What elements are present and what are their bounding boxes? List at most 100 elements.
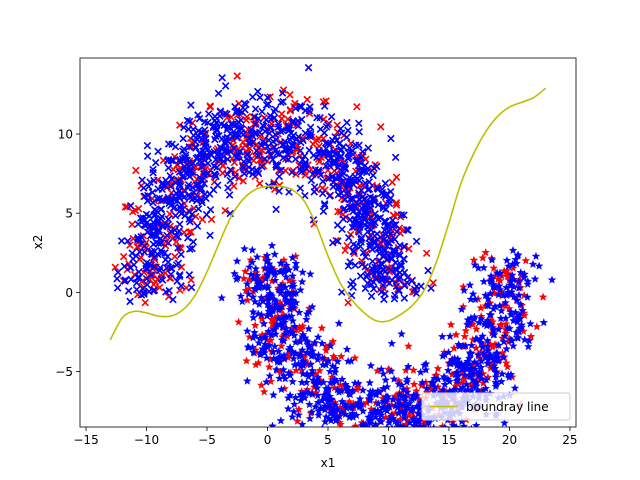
point-star	[314, 410, 323, 420]
point-star	[479, 319, 489, 328]
point-star	[353, 378, 363, 388]
point-x	[349, 240, 358, 249]
point-x	[270, 107, 278, 116]
point-x	[224, 184, 232, 192]
point-star	[246, 270, 256, 279]
point-star	[477, 374, 486, 383]
point-x	[363, 270, 372, 279]
point-star	[448, 420, 458, 427]
point-star	[379, 369, 388, 378]
point-star	[400, 396, 410, 405]
point-star	[489, 330, 498, 339]
point-star	[334, 318, 344, 328]
point-star	[250, 320, 260, 330]
point-star	[236, 291, 246, 300]
point-star	[298, 267, 307, 277]
point-star	[509, 316, 518, 325]
point-star	[288, 253, 297, 262]
point-x	[276, 127, 285, 136]
point-x	[383, 255, 392, 263]
point-star	[269, 304, 279, 313]
point-star	[346, 402, 356, 411]
point-x	[186, 218, 194, 226]
point-star	[259, 387, 269, 396]
boundary-layer	[109, 87, 547, 341]
point-star	[310, 376, 319, 385]
point-star	[502, 255, 512, 265]
point-star	[395, 399, 405, 409]
point-x	[148, 188, 157, 197]
point-star	[256, 293, 266, 302]
point-star	[262, 353, 272, 362]
point-star	[313, 332, 323, 341]
point-x	[243, 150, 252, 159]
point-x	[225, 191, 234, 199]
point-star	[519, 272, 529, 282]
point-star	[328, 378, 338, 387]
point-star	[366, 361, 376, 370]
point-x	[306, 128, 314, 136]
point-x	[329, 238, 337, 247]
point-x	[163, 231, 171, 240]
point-star	[294, 307, 304, 317]
point-star	[471, 421, 481, 427]
point-x	[321, 139, 330, 147]
point-star	[507, 270, 517, 279]
point-x	[340, 163, 349, 172]
point-x	[126, 263, 135, 272]
point-x	[194, 127, 203, 135]
point-star	[371, 390, 381, 399]
point-x	[363, 227, 372, 236]
point-star	[234, 317, 243, 326]
point-star	[334, 387, 344, 396]
point-star	[298, 369, 308, 378]
point-x	[319, 149, 328, 158]
point-x	[241, 106, 249, 114]
point-x	[200, 179, 208, 188]
point-star	[341, 382, 351, 391]
point-x	[227, 120, 235, 128]
point-x	[221, 138, 229, 146]
point-star	[518, 306, 527, 315]
point-star	[466, 349, 476, 358]
point-x	[357, 238, 365, 246]
point-star	[490, 282, 499, 291]
point-star	[499, 337, 509, 346]
x-tick-label: −5	[198, 433, 216, 447]
point-star	[261, 274, 271, 283]
point-x	[154, 228, 163, 236]
point-x	[298, 155, 307, 164]
legend-box	[421, 392, 571, 421]
point-star	[492, 379, 501, 389]
point-x	[392, 173, 401, 182]
point-star	[506, 310, 516, 319]
point-x	[126, 202, 135, 210]
point-x	[186, 193, 194, 201]
point-x	[375, 256, 384, 265]
point-x	[331, 150, 340, 158]
point-x	[176, 121, 184, 129]
point-star	[310, 338, 320, 347]
point-x	[364, 144, 373, 152]
point-x	[263, 93, 272, 102]
point-x	[361, 263, 370, 271]
point-star	[395, 390, 404, 399]
point-x	[369, 285, 378, 293]
point-star	[444, 347, 453, 357]
point-star	[297, 377, 307, 387]
point-star	[373, 408, 383, 417]
point-x	[344, 298, 352, 307]
point-x	[167, 182, 175, 191]
point-x	[379, 202, 388, 210]
point-x	[277, 98, 285, 107]
point-star	[409, 421, 419, 427]
point-x	[140, 248, 149, 256]
point-x	[120, 262, 129, 271]
point-x	[132, 278, 141, 287]
point-star	[500, 331, 510, 340]
point-x	[391, 249, 399, 257]
point-star	[366, 392, 375, 401]
point-star	[321, 360, 331, 369]
point-star	[266, 376, 276, 386]
point-x	[281, 144, 290, 153]
